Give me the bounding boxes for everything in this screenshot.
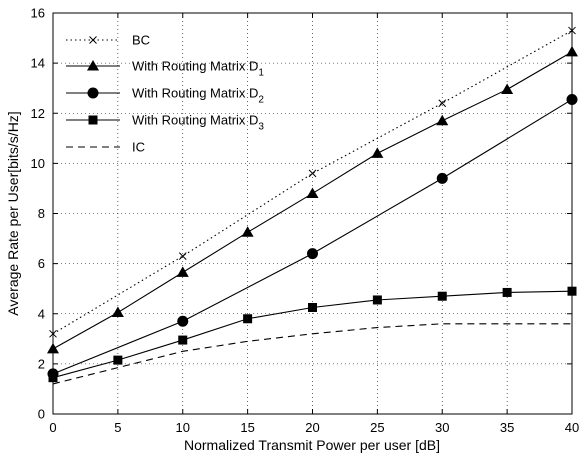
series-2 [47, 45, 578, 354]
y-tick-label: 4 [38, 306, 45, 321]
x-marker-stroke [89, 36, 97, 44]
triangle-marker [371, 147, 384, 158]
y-axis-label: Average Rate per User[bits/s/Hz] [5, 111, 21, 315]
x-marker-stroke [438, 99, 447, 108]
legend-label: With Routing Matrix D3 [132, 113, 264, 133]
x-tick-label: 10 [176, 420, 190, 435]
series-line [52, 323, 572, 385]
triangle-marker [501, 83, 514, 94]
series-5 [52, 323, 572, 385]
legend-item-1: BC [66, 33, 150, 48]
y-tick-label: 2 [38, 356, 45, 371]
series-1 [49, 26, 576, 338]
legend-label-text: With Routing Matrix D [132, 113, 258, 128]
square-marker [113, 355, 123, 365]
legend-label-text: With Routing Matrix D [132, 86, 258, 101]
square-marker [372, 295, 382, 305]
triangle-marker [436, 114, 449, 126]
legend-label: IC [132, 140, 145, 155]
x-tick-label: 15 [240, 420, 254, 435]
y-tick-label: 10 [31, 156, 45, 171]
legend-label-text: With Routing Matrix D [132, 59, 258, 74]
x-tick-label: 40 [565, 420, 579, 435]
y-tick-label: 0 [38, 407, 45, 422]
triangle-marker [87, 60, 99, 71]
legend-label-subscript: 1 [258, 68, 264, 79]
y-tick-label: 8 [38, 206, 45, 221]
legend-item-2: With Routing Matrix D1 [66, 59, 264, 79]
x-marker [89, 36, 97, 44]
triangle-marker [241, 226, 254, 237]
x-marker [438, 99, 447, 108]
x-marker-stroke [308, 169, 317, 178]
x-tick-label: 30 [435, 420, 449, 435]
legend-label-text: BC [132, 33, 150, 48]
square-marker [437, 291, 447, 301]
triangle-marker [306, 187, 319, 198]
legend-label: With Routing Matrix D2 [132, 86, 264, 106]
square-marker [243, 314, 253, 324]
x-marker [308, 169, 317, 178]
legend-label-text: IC [132, 140, 145, 155]
circle-marker [436, 172, 448, 184]
legend-label-subscript: 3 [258, 122, 264, 133]
x-tick-label: 0 [49, 420, 56, 435]
x-tick-label: 35 [500, 420, 514, 435]
x-tick-label: 25 [370, 420, 384, 435]
legend-label: With Routing Matrix D1 [132, 59, 264, 79]
y-tick-label: 16 [31, 6, 45, 21]
circle-marker [307, 248, 318, 260]
y-tick-label: 6 [38, 256, 45, 271]
square-marker [308, 302, 317, 312]
y-tick-label: 14 [31, 56, 45, 71]
triangle-marker [176, 266, 189, 277]
circle-marker [177, 315, 189, 327]
x-tick-label: 5 [114, 420, 121, 435]
x-tick-label: 20 [305, 420, 319, 435]
square-marker [88, 115, 98, 125]
legend-item-4: With Routing Matrix D3 [66, 113, 264, 133]
x-axis-label: Normalized Transmit Power per user [dB] [184, 437, 440, 453]
x-marker [178, 252, 187, 260]
circle-marker [87, 87, 99, 99]
square-marker [502, 287, 512, 297]
legend-item-5: IC [66, 140, 145, 155]
grid [53, 13, 572, 414]
triangle-marker [111, 306, 124, 317]
square-marker [178, 335, 188, 345]
x-marker-stroke [178, 252, 187, 260]
legend-label-subscript: 2 [258, 95, 264, 106]
legend-item-3: With Routing Matrix D2 [66, 86, 264, 106]
legend-label: BC [132, 33, 150, 48]
y-tick-label: 12 [31, 106, 45, 121]
